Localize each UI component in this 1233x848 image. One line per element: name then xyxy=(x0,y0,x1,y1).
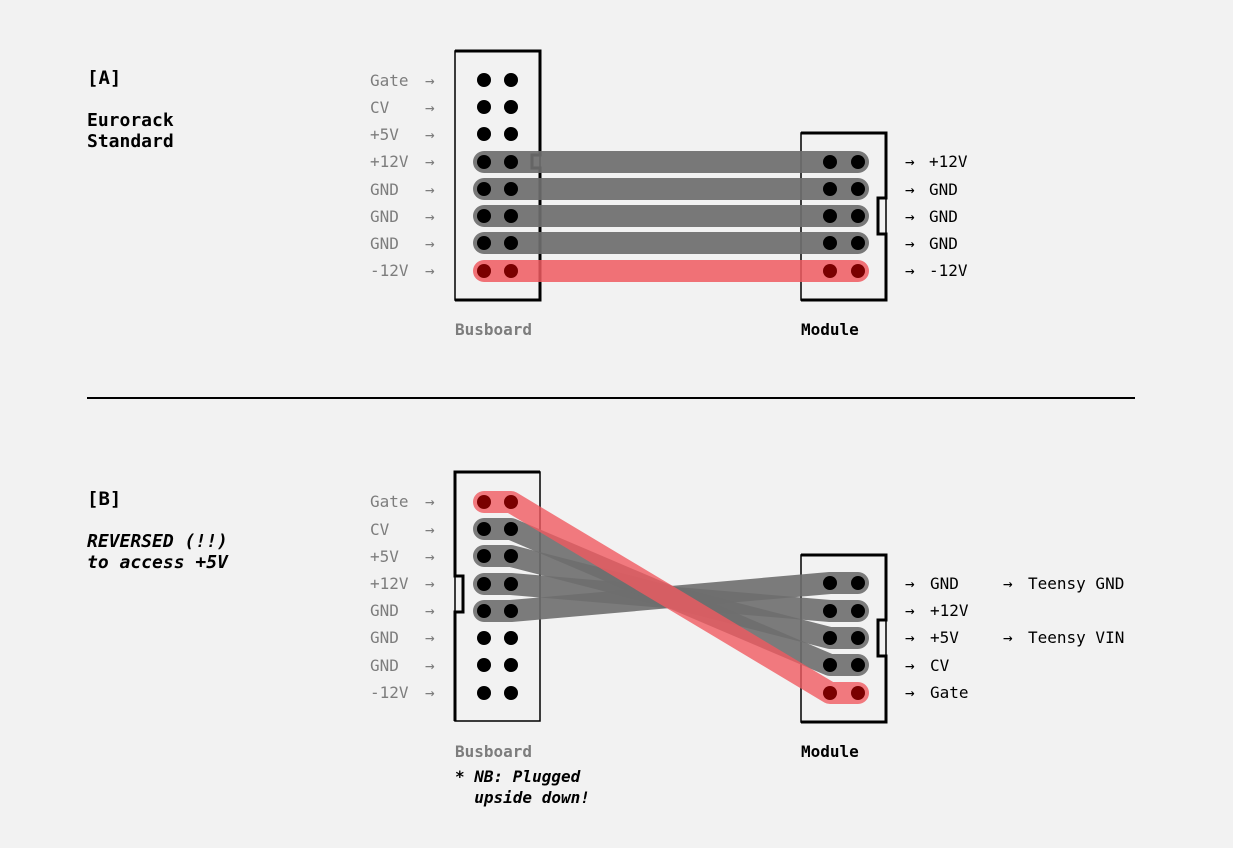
arrow-icon: → xyxy=(905,601,915,620)
module-b-outline xyxy=(801,553,888,724)
arrow-icon: → xyxy=(425,492,435,511)
arrow-icon: → xyxy=(1003,574,1013,593)
module-b-label-gate: Gate xyxy=(930,683,969,702)
busboard-b-label-gate: Gate xyxy=(370,492,409,511)
busboard-a-label-5v: +5V xyxy=(370,125,399,144)
arrow-icon: → xyxy=(425,207,435,226)
arrow-icon: → xyxy=(425,520,435,539)
module-a-label-gnd-2: GND xyxy=(929,207,958,226)
arrow-icon: → xyxy=(425,574,435,593)
arrow-icon: → xyxy=(425,71,435,90)
busboard-a-label-gate: Gate xyxy=(370,71,409,90)
arrow-icon: → xyxy=(905,207,915,226)
arrow-icon: → xyxy=(425,152,435,171)
arrow-icon: → xyxy=(905,180,915,199)
section-b-tag: [B] xyxy=(87,488,122,510)
arrow-icon: → xyxy=(905,152,915,171)
upside-down-note-line-2: upside down! xyxy=(455,788,590,807)
section-divider xyxy=(87,397,1135,399)
busboard-a-label-gnd-2: GND xyxy=(370,207,399,226)
busboard-b-label-5v: +5V xyxy=(370,547,399,566)
arrow-icon: → xyxy=(905,574,915,593)
section-b-subtitle-line-2: to access +5V xyxy=(87,552,228,573)
busboard-b-label-gnd-2: GND xyxy=(370,628,399,647)
busboard-a-label-gnd-3: GND xyxy=(370,234,399,253)
arrow-icon: → xyxy=(905,683,915,702)
arrow-icon: → xyxy=(425,683,435,702)
module-b-label-12v: +12V xyxy=(930,601,969,620)
module-a-label-12v: +12V xyxy=(929,152,968,171)
busboard-a-pins xyxy=(477,73,518,278)
module-b-heading: Module xyxy=(801,742,859,761)
busboard-b-label-gnd-3: GND xyxy=(370,656,399,675)
module-b-label-5v: +5V xyxy=(930,628,959,647)
arrow-icon: → xyxy=(425,125,435,144)
busboard-b-outline xyxy=(453,470,540,721)
arrow-icon: → xyxy=(425,601,435,620)
arrow-icon: → xyxy=(425,234,435,253)
busboard-b-label-minus12v: -12V xyxy=(370,683,409,702)
arrow-icon: → xyxy=(1003,628,1013,647)
busboard-a-housing xyxy=(454,50,541,301)
section-a-subtitle-line-2: Standard xyxy=(87,131,174,152)
teensy-vin-label: Teensy VIN xyxy=(1028,628,1125,647)
arrow-icon: → xyxy=(425,98,435,117)
busboard-b-label-12v: +12V xyxy=(370,574,409,593)
section-a-subtitle-line-1: Eurorack xyxy=(87,110,174,131)
module-a-label-gnd-1: GND xyxy=(929,180,958,199)
arrow-icon: → xyxy=(905,628,915,647)
arrow-icon: → xyxy=(425,547,435,566)
arrow-icon: → xyxy=(425,628,435,647)
arrow-icon: → xyxy=(425,656,435,675)
busboard-a-label-cv: CV xyxy=(370,98,390,117)
module-a-label-gnd-3: GND xyxy=(929,234,958,253)
arrow-icon: → xyxy=(425,261,435,280)
busboard-b-label-gnd-1: GND xyxy=(370,601,399,620)
module-a-label-minus12v: -12V xyxy=(929,261,968,280)
arrow-icon: → xyxy=(905,234,915,253)
teensy-gnd-label: Teensy GND xyxy=(1028,574,1125,593)
module-b-pins xyxy=(823,576,865,700)
module-a-outline xyxy=(801,131,888,302)
arrow-icon: → xyxy=(905,656,915,675)
section-b-subtitle-line-1: REVERSED (!!) xyxy=(87,531,228,552)
arrow-icon: → xyxy=(425,180,435,199)
busboard-a-label-12v: +12V xyxy=(370,152,409,171)
module-b-label-cv: CV xyxy=(930,656,950,675)
module-a-pins xyxy=(823,155,865,278)
module-b-label-gnd: GND xyxy=(930,574,959,593)
busboard-b-pins xyxy=(477,495,518,700)
busboard-a-heading: Busboard xyxy=(455,320,533,339)
cable-b-gate xyxy=(473,491,869,704)
section-a-tag: [A] xyxy=(87,67,122,89)
arrow-icon: → xyxy=(905,261,915,280)
module-a-heading: Module xyxy=(801,320,859,339)
busboard-b-heading: Busboard xyxy=(455,742,533,761)
busboard-a-label-gnd-1: GND xyxy=(370,180,399,199)
busboard-b-label-cv: CV xyxy=(370,520,390,539)
busboard-a-label-minus12v: -12V xyxy=(370,261,409,280)
upside-down-note-line-1: * NB: Plugged xyxy=(455,767,581,786)
